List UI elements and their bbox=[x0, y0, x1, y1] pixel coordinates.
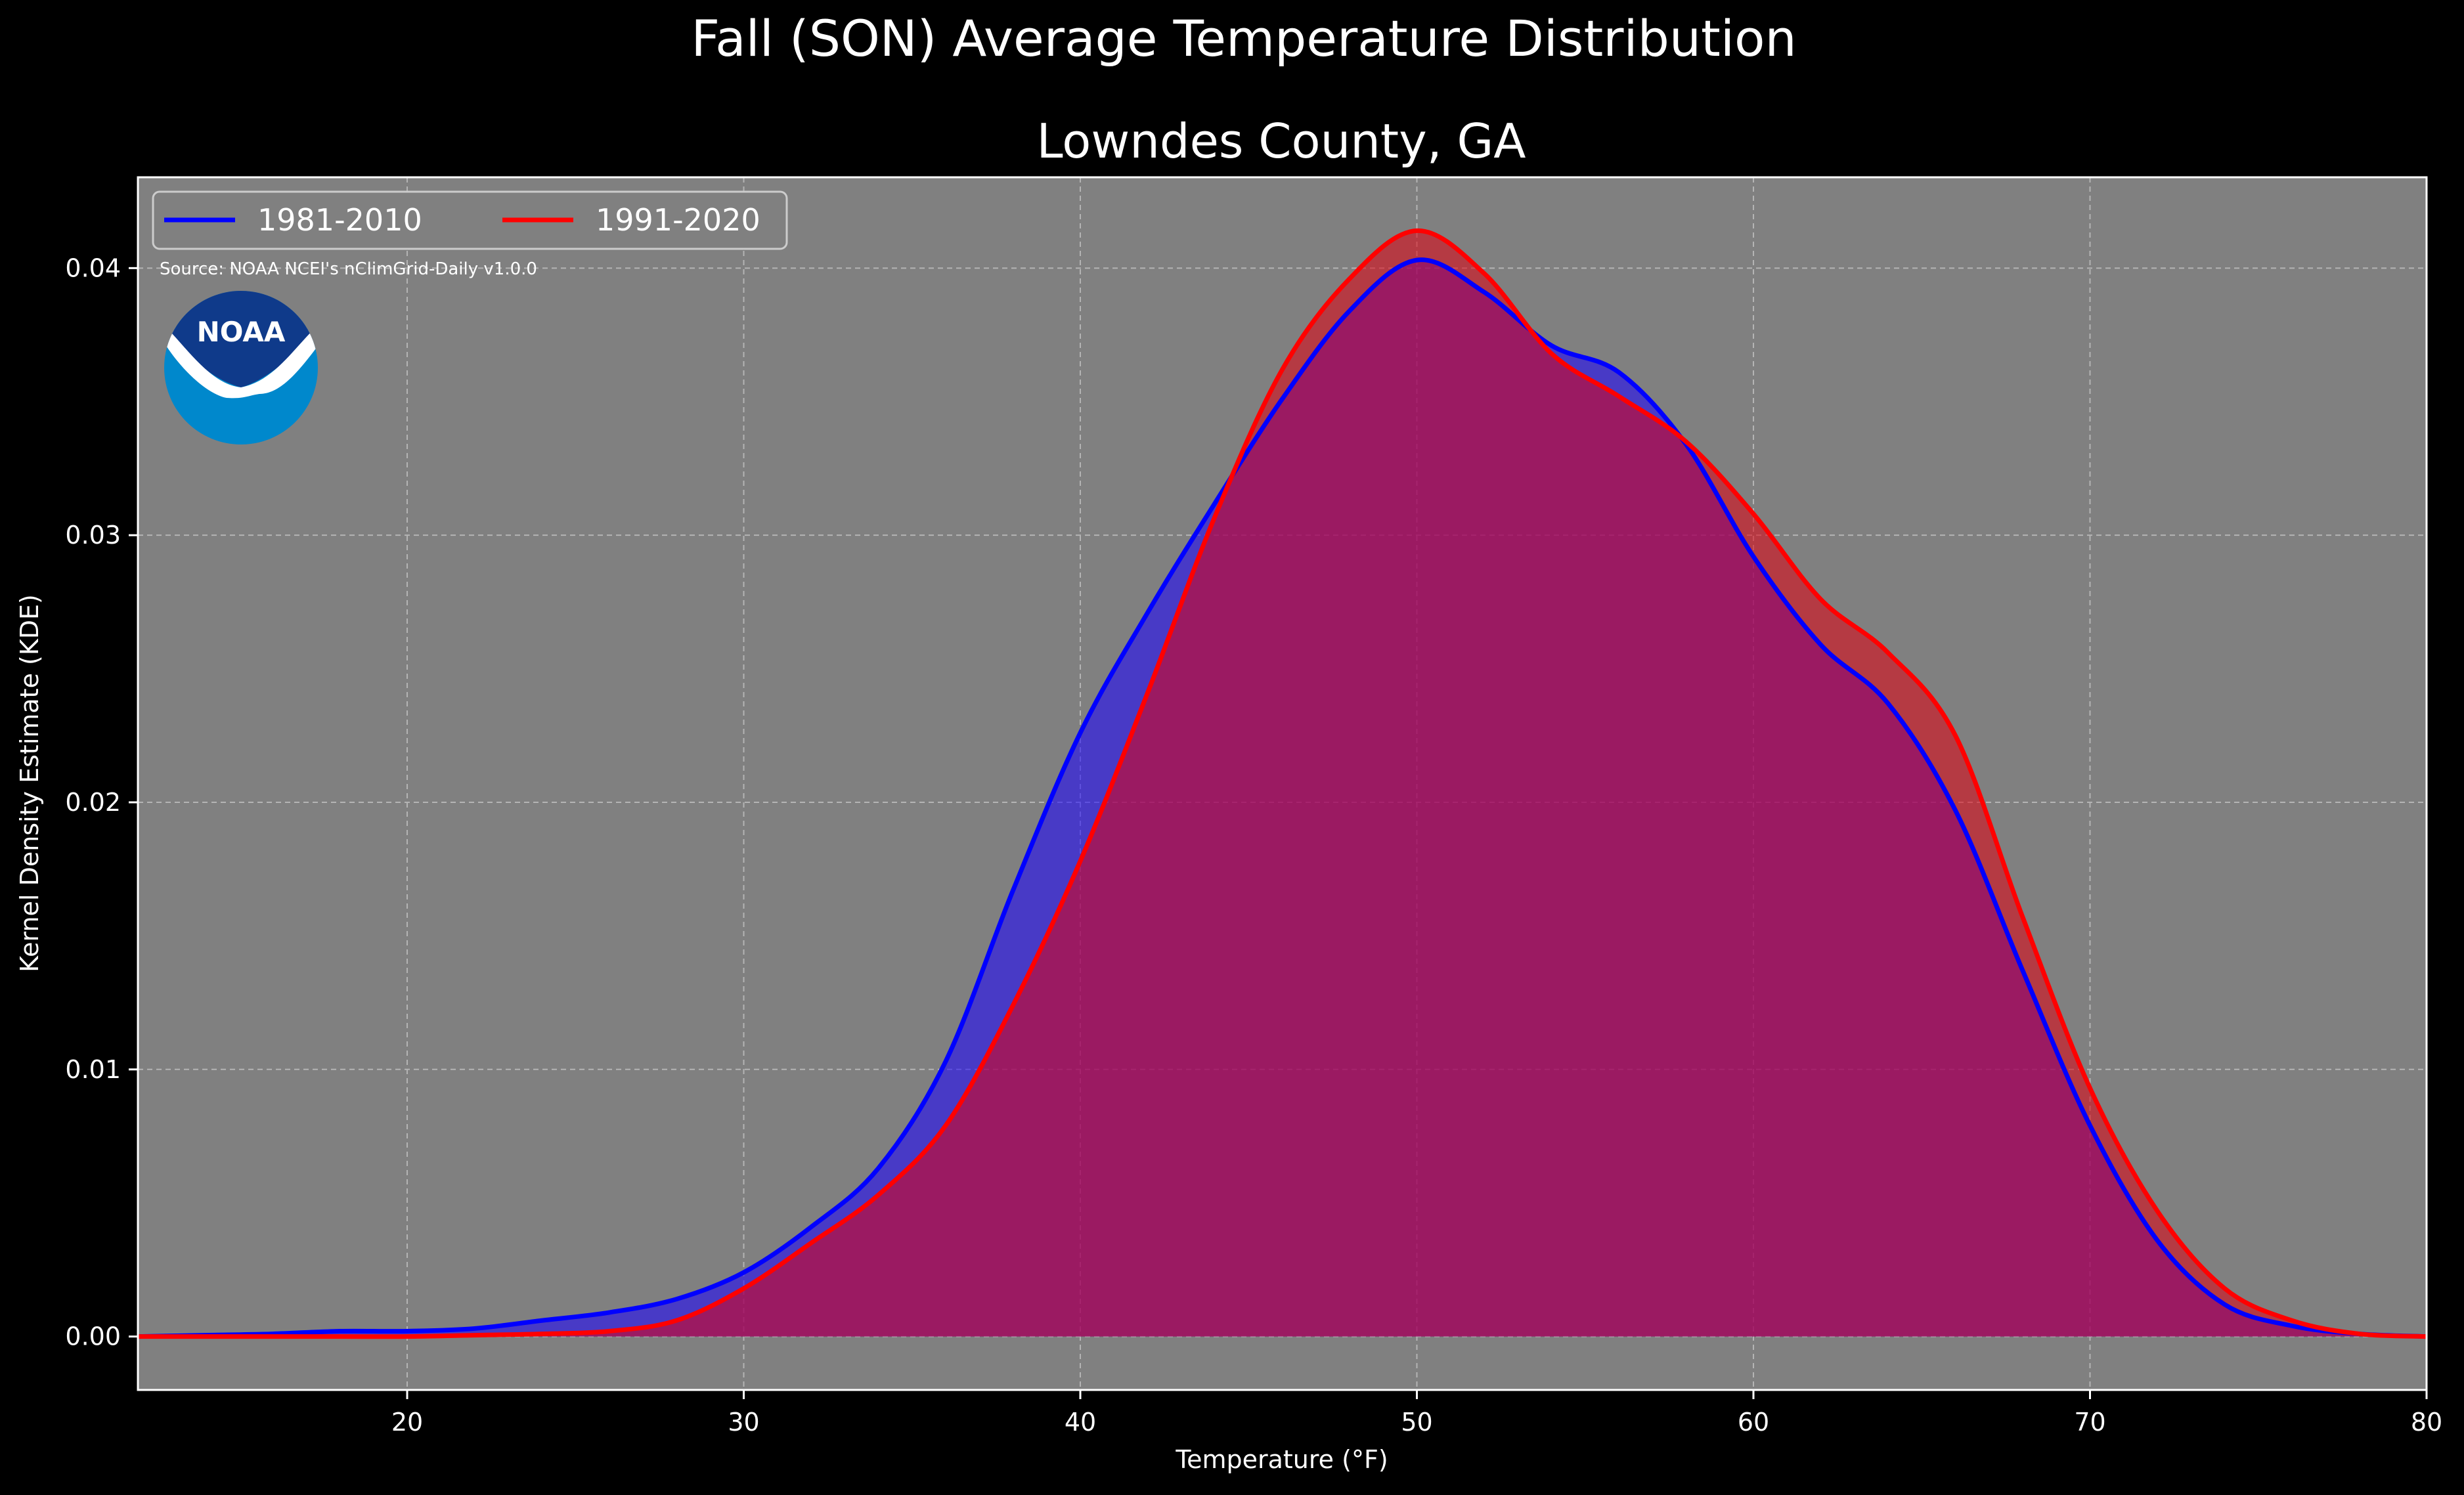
legend-label-1991-2020: 1991-2020 bbox=[596, 202, 760, 238]
y-tick-label: 0.04 bbox=[65, 253, 121, 282]
source-note: Source: NOAA NCEI's nClimGrid-Daily v1.0… bbox=[160, 259, 537, 279]
plot-area-frame bbox=[137, 176, 2428, 1391]
legend-box bbox=[152, 190, 788, 250]
series-line-1991-2020 bbox=[138, 228, 2427, 1339]
x-tick-label: 50 bbox=[1401, 1408, 1432, 1437]
series-layer bbox=[137, 228, 2427, 1339]
y-tick-label: 0.03 bbox=[65, 521, 121, 550]
noaa-logo-text: NOAA bbox=[197, 316, 286, 348]
x-tick-label: 60 bbox=[1738, 1408, 1769, 1437]
x-tick-label: 30 bbox=[728, 1408, 759, 1437]
y-tick-label: 0.02 bbox=[65, 788, 121, 817]
y-axis-label: Kernel Density Estimate (KDE) bbox=[15, 594, 44, 972]
series-area-1991-2020 bbox=[138, 230, 2427, 1337]
x-tick-label: 40 bbox=[1065, 1408, 1096, 1437]
y-tick-label: 0.01 bbox=[65, 1055, 121, 1084]
noaa-logo: NOAA bbox=[164, 291, 318, 444]
x-axis-label: Temperature (°F) bbox=[1175, 1445, 1388, 1474]
x-tick-label: 80 bbox=[2411, 1408, 2442, 1437]
x-axis: 20 30 40 50 60 70 80 bbox=[391, 1390, 2442, 1437]
legend-label-1981-2010: 1981-2010 bbox=[257, 202, 422, 238]
x-tick-label: 70 bbox=[2074, 1408, 2105, 1437]
legend: 1981-2010 1991-2020 bbox=[152, 190, 788, 250]
y-tick-label: 0.00 bbox=[65, 1322, 121, 1351]
series-line-1981-2010 bbox=[137, 257, 2427, 1339]
figure-suptitle: Fall (SON) Average Temperature Distribut… bbox=[691, 9, 1796, 68]
x-tick-label: 20 bbox=[391, 1408, 423, 1437]
y-axis: 0.00 0.01 0.02 0.03 0.04 bbox=[65, 253, 138, 1351]
chart-title: Lowndes County, GA bbox=[1036, 114, 1526, 169]
